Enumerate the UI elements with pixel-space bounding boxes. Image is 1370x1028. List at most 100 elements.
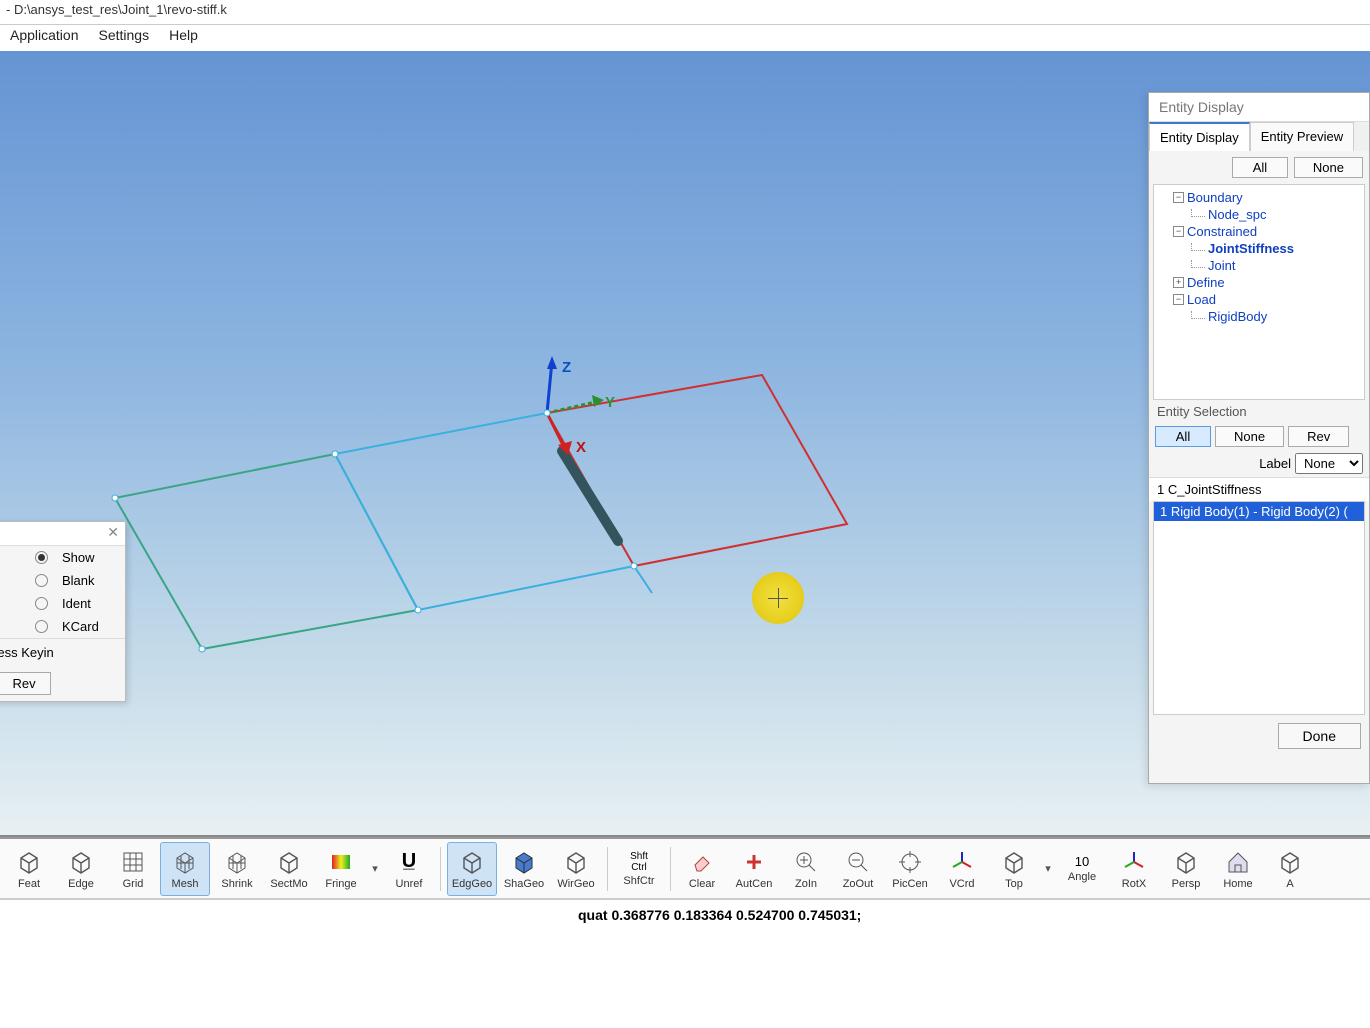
expand-icon[interactable]: −	[1173, 294, 1184, 305]
tree-node-joint[interactable]: Joint	[1156, 257, 1362, 274]
toolbar-shageo[interactable]: ShaGeo	[499, 842, 549, 896]
dropdown-icon[interactable]: ▾	[368, 862, 382, 875]
tree-node-define[interactable]: +Define	[1156, 274, 1362, 291]
menu-bar: Application Settings Help	[0, 25, 1370, 51]
menu-settings[interactable]: Settings	[99, 27, 150, 49]
toolbar-unref[interactable]: U̲Unref	[384, 842, 434, 896]
status-bar: quat 0.368776 0.183364 0.524700 0.745031…	[0, 899, 1370, 929]
rotx-icon	[1120, 848, 1148, 876]
title-text: - D:\ansys_test_res\Joint_1\revo-stiff.k	[6, 2, 227, 17]
toolbar-edge[interactable]: Edge	[56, 842, 106, 896]
a-icon	[1276, 848, 1304, 876]
toolbar-mesh[interactable]: Mesh	[160, 842, 210, 896]
toolbar-label: Fringe	[325, 878, 356, 890]
sel-none-button[interactable]: None	[1215, 426, 1284, 447]
toolbar-label: Home	[1223, 878, 1252, 890]
tree-label: RigidBody	[1208, 309, 1267, 324]
radio-show[interactable]	[35, 551, 48, 564]
toolbar-label: Mesh	[172, 878, 199, 890]
radio-ident[interactable]	[35, 597, 48, 610]
toolbar-a[interactable]: A	[1265, 842, 1315, 896]
entity-tree[interactable]: −BoundaryNode_spc−ConstrainedJointStiffn…	[1153, 184, 1365, 400]
dropdown-icon[interactable]: ▾	[1041, 862, 1055, 875]
toolbar-vcrd[interactable]: VCrd	[937, 842, 987, 896]
toolbar-label: Feat	[18, 878, 40, 890]
wirgeo-icon	[562, 848, 590, 876]
radio-kcard[interactable]	[35, 620, 48, 633]
toolbar-fringe[interactable]: Fringe	[316, 842, 366, 896]
rev-button[interactable]: Rev	[0, 672, 51, 695]
tree-label: Boundary	[1187, 190, 1243, 205]
tree-node-rigidbody[interactable]: RigidBody	[1156, 308, 1362, 325]
toolbar-label: RotX	[1122, 878, 1146, 890]
toolbar-label: VCrd	[949, 878, 974, 890]
expand-icon[interactable]: +	[1173, 277, 1184, 288]
toolbar-edggeo[interactable]: EdgGeo	[447, 842, 497, 896]
toolbar-label: Persp	[1172, 878, 1201, 890]
edggeo-icon	[458, 848, 486, 876]
toolbar-angle[interactable]: 10Angle	[1057, 842, 1107, 896]
tree-node-boundary[interactable]: −Boundary	[1156, 189, 1362, 206]
toolbar-shfctr[interactable]: ShftCtrlShfCtr	[614, 842, 664, 896]
toolbar-grid[interactable]: Grid	[108, 842, 158, 896]
tab-entity-display[interactable]: Entity Display	[1149, 122, 1250, 151]
close-icon[interactable]: ✕	[107, 524, 119, 541]
toolbar-sectmo[interactable]: SectMo	[264, 842, 314, 896]
menu-application[interactable]: Application	[10, 27, 79, 49]
toolbar-label: ShaGeo	[504, 878, 544, 890]
toolbar-shrink[interactable]: Shrink	[212, 842, 262, 896]
toolbar-autcen[interactable]: AutCen	[729, 842, 779, 896]
toolbar-wirgeo[interactable]: WirGeo	[551, 842, 601, 896]
radio-blank[interactable]	[35, 574, 48, 587]
tree-label: Node_spc	[1208, 207, 1267, 222]
toolbar-zoout[interactable]: ZoOut	[833, 842, 883, 896]
persp-icon	[1172, 848, 1200, 876]
label-select[interactable]: None	[1295, 453, 1363, 474]
vcrd-icon	[948, 848, 976, 876]
list-item[interactable]: 1 Rigid Body(1) - Rigid Body(2) (	[1154, 502, 1364, 521]
toolbar-label: Top	[1005, 878, 1023, 890]
entity-list[interactable]: 1 Rigid Body(1) - Rigid Body(2) (	[1153, 501, 1365, 715]
label-label: Label	[1259, 456, 1291, 471]
tree-node-load[interactable]: −Load	[1156, 291, 1362, 308]
list-header: 1 C_JointStiffness	[1149, 477, 1369, 501]
toolbar-zoin[interactable]: ZoIn	[781, 842, 831, 896]
toolbar-top[interactable]: Top	[989, 842, 1039, 896]
toolbar-feat[interactable]: Feat	[4, 842, 54, 896]
tab-entity-preview[interactable]: Entity Preview	[1250, 122, 1354, 151]
menu-help[interactable]: Help	[169, 27, 198, 49]
model-wireframe	[0, 51, 1050, 837]
edge-icon	[67, 848, 95, 876]
tree-label: Load	[1187, 292, 1216, 307]
axis-x-label: X	[576, 439, 586, 456]
toolbar-label: EdgGeo	[452, 878, 492, 890]
toolbar-label: Clear	[689, 878, 715, 890]
toolbar-rotx[interactable]: RotX	[1109, 842, 1159, 896]
left-row-label: ut	[0, 550, 27, 565]
top-icon	[1000, 848, 1028, 876]
radio-label: Ident	[62, 596, 91, 611]
sel-all-button[interactable]: All	[1155, 426, 1211, 447]
zoout-icon	[844, 848, 872, 876]
expand-icon[interactable]: −	[1173, 226, 1184, 237]
toolbar-persp[interactable]: Persp	[1161, 842, 1211, 896]
home-icon	[1224, 848, 1252, 876]
unref-icon: U̲	[395, 848, 423, 876]
toolbar-clear[interactable]: Clear	[677, 842, 727, 896]
done-button[interactable]: Done	[1278, 723, 1361, 749]
tree-node-constrained[interactable]: −Constrained	[1156, 223, 1362, 240]
tree-node-node_spc[interactable]: Node_spc	[1156, 206, 1362, 223]
expand-icon[interactable]: −	[1173, 192, 1184, 203]
toolbar-piccen[interactable]: PicCen	[885, 842, 935, 896]
title-bar: - D:\ansys_test_res\Joint_1\revo-stiff.k	[0, 0, 1370, 25]
toolbar-home[interactable]: Home	[1213, 842, 1263, 896]
tree-node-jointstiffness[interactable]: JointStiffness	[1156, 240, 1362, 257]
autcen-icon	[740, 848, 768, 876]
sel-rev-button[interactable]: Rev	[1288, 426, 1349, 447]
toolbar-label: ZoIn	[795, 878, 817, 890]
tree-label: JointStiffness	[1208, 241, 1294, 256]
toolbar-label: AutCen	[736, 878, 773, 890]
none-button[interactable]: None	[1294, 157, 1363, 178]
panel-title: Entity Display	[1149, 93, 1369, 122]
all-button[interactable]: All	[1232, 157, 1288, 178]
